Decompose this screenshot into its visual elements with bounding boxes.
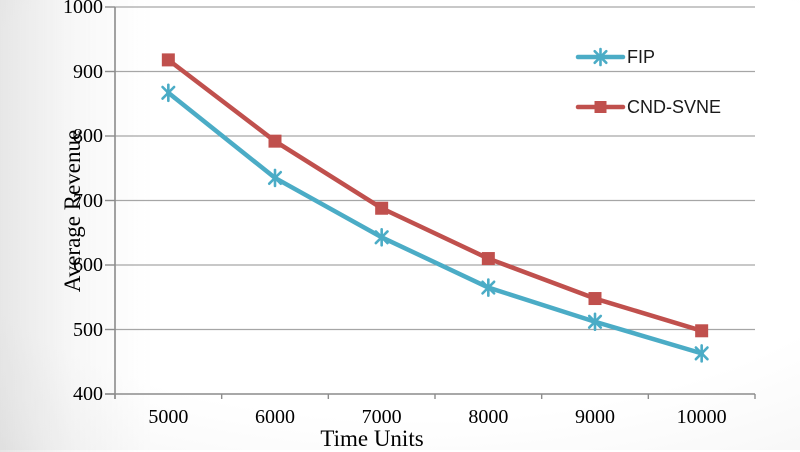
legend-square-marker [594, 101, 607, 113]
x-axis-title: Time Units [320, 426, 424, 451]
square-marker [588, 292, 602, 306]
asterisk-marker [694, 346, 709, 361]
legend-label-fip: FIP [627, 47, 656, 67]
square-marker [268, 134, 282, 148]
square-marker [161, 53, 175, 67]
x-tick-label: 7000 [361, 406, 402, 428]
asterisk-marker [593, 49, 608, 65]
square-marker [375, 201, 389, 215]
y-tick-label: 500 [73, 318, 103, 341]
asterisk-marker [587, 314, 603, 329]
square-marker [695, 324, 709, 338]
series-line-fip [166, 90, 704, 356]
asterisk-marker [161, 85, 176, 100]
square-marker [481, 252, 495, 266]
y-tick-label: 400 [73, 383, 103, 405]
y-tick-label: 900 [73, 60, 103, 83]
x-tick-label: 9000 [575, 406, 615, 428]
asterisk-marker [267, 170, 283, 186]
y-tick-label: 1000 [63, 0, 103, 18]
x-tick-label: 8000 [468, 406, 509, 428]
asterisk-marker [374, 230, 389, 245]
x-tick-label: 5000 [148, 406, 189, 428]
x-tick-label: 10000 [676, 406, 727, 428]
y-tick-label: 600 [73, 254, 103, 276]
series-line-cnd-svne [166, 57, 704, 334]
x-tick-label: 6000 [255, 406, 295, 428]
y-tick-label: 700 [73, 189, 103, 212]
y-tick-label: 800 [73, 125, 103, 147]
asterisk-marker [481, 280, 496, 295]
legend-label-cnd-svne: CND-SVNE [627, 97, 722, 117]
